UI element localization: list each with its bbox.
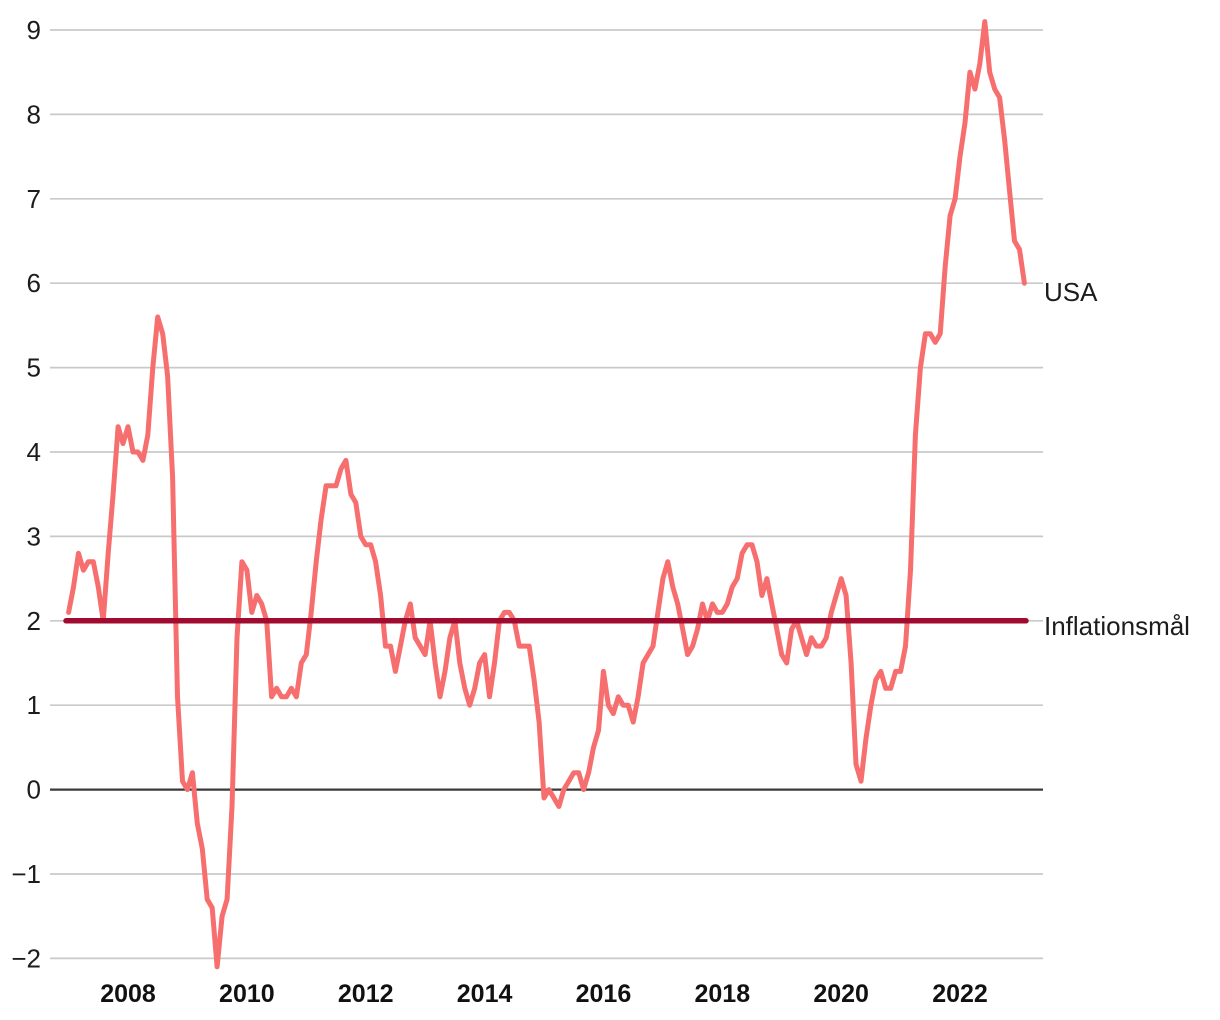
x-tick-label: 2018 — [694, 980, 750, 1008]
x-tick-label: 2008 — [100, 980, 156, 1008]
y-tick-label: 5 — [27, 353, 41, 383]
series-label-usa: USA — [1044, 277, 1098, 307]
usa-series-line — [66, 19, 1027, 970]
x-tick-label: 2016 — [576, 980, 632, 1008]
x-tick-label: 2022 — [932, 980, 988, 1008]
y-tick-label: −1 — [11, 859, 41, 889]
y-tick-label: 3 — [27, 521, 41, 551]
x-tick-label: 2020 — [813, 980, 869, 1008]
reference-line-label: Inflationsmål — [1044, 611, 1190, 641]
y-tick-label: 6 — [27, 268, 41, 298]
y-tick-label: 0 — [27, 775, 41, 805]
x-tick-label: 2010 — [219, 980, 275, 1008]
y-tick-label: 2 — [27, 606, 41, 636]
y-tick-label: 1 — [27, 690, 41, 720]
y-tick-label: 4 — [27, 437, 41, 467]
x-tick-label: 2012 — [338, 980, 394, 1008]
x-tick-label: 2014 — [457, 980, 513, 1008]
y-tick-label: 7 — [27, 184, 41, 214]
y-tick-label: 8 — [27, 99, 41, 129]
y-tick-label: 9 — [27, 15, 41, 45]
y-tick-label: −2 — [11, 943, 41, 973]
